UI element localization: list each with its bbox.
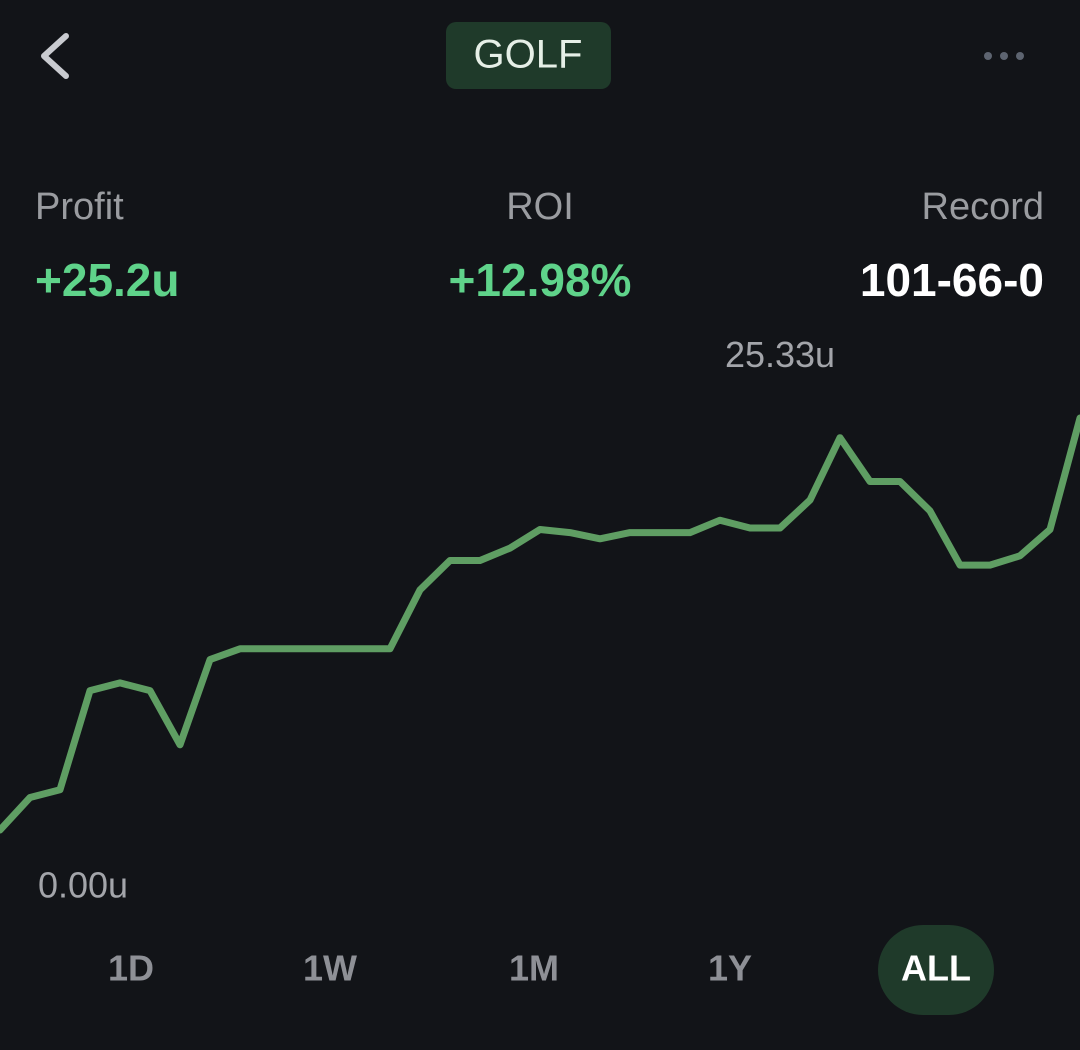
stat-value: 101-66-0 — [860, 254, 1044, 306]
more-button[interactable] — [984, 52, 1024, 60]
range-tab[interactable]: 1Y — [708, 948, 752, 989]
value-annotation: 25.33u — [725, 334, 835, 375]
profit-line — [0, 414, 1080, 834]
title: GOLF — [474, 33, 583, 77]
tabs: 1D 1W 1M 1Y ALL — [108, 925, 994, 1015]
value-annotation: 0.00u — [38, 865, 128, 906]
stat-value: +12.98% — [449, 254, 632, 306]
range-tab[interactable]: 1M — [509, 948, 559, 989]
chart: 25.33u 0.00u — [0, 334, 1080, 906]
stat-label: Profit — [35, 186, 124, 228]
active-tab-pill — [878, 925, 994, 1015]
stat-value: +25.2u — [35, 254, 180, 306]
range-tab[interactable]: ALL — [901, 948, 971, 989]
back-button[interactable] — [41, 33, 69, 79]
stat-label: Record — [922, 186, 1045, 228]
stats: Profit +25.2u ROI +12.98% Record 101-66-0 — [35, 186, 1044, 306]
stat-label: ROI — [506, 186, 574, 228]
range-tab[interactable]: 1D — [108, 948, 154, 989]
title-pill — [446, 22, 611, 89]
range-tab[interactable]: 1W — [303, 948, 357, 989]
